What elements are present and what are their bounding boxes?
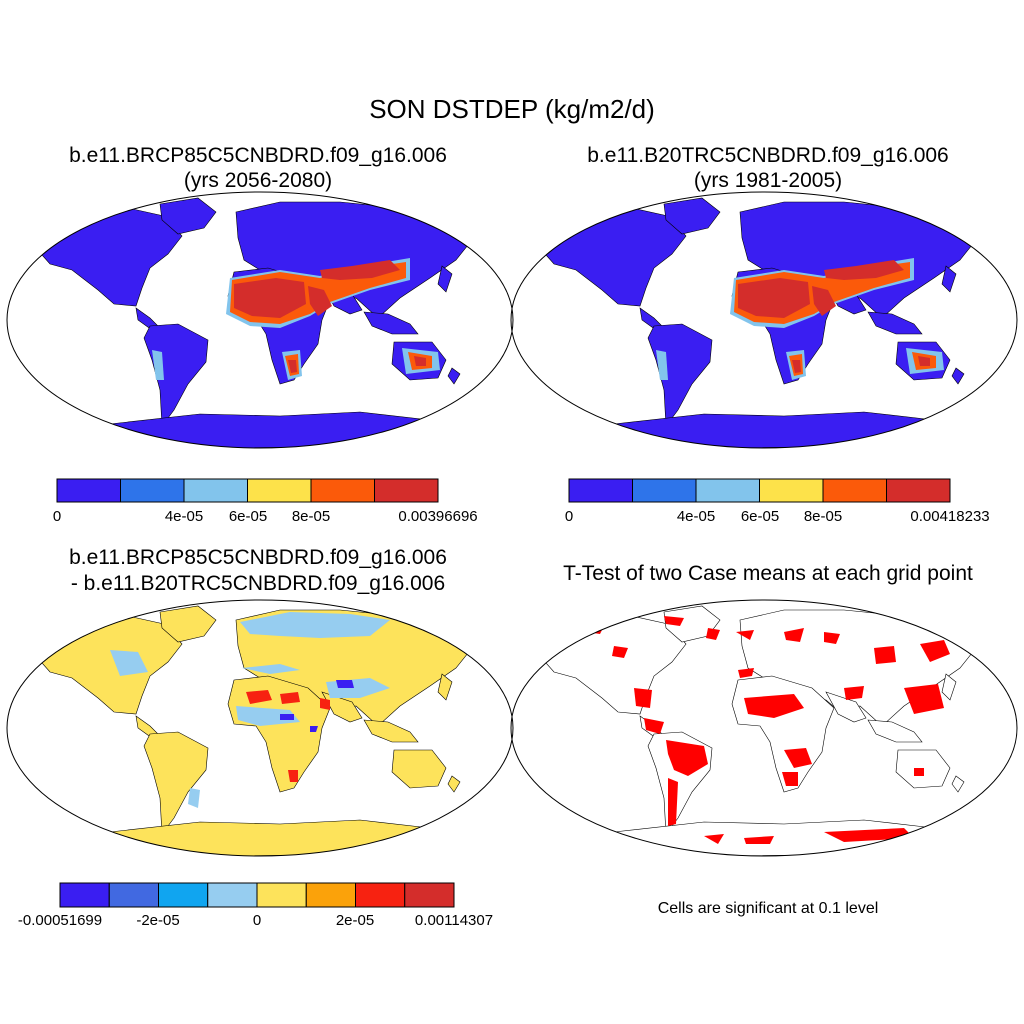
map-case2 <box>537 197 977 448</box>
cb-case2-label: 0 <box>564 508 574 525</box>
colorbar-swatch <box>256 882 307 908</box>
colorbar-swatch <box>310 478 375 503</box>
colorbar-swatch <box>568 478 633 503</box>
map-diff <box>33 605 473 856</box>
cb-case1-label: 8e-05 <box>291 508 331 525</box>
map-case1-border <box>6 191 514 449</box>
cb-case2-label: 6e-05 <box>740 508 780 525</box>
cb-case1-label: 0 <box>52 508 62 525</box>
colorbar-swatch <box>56 478 121 503</box>
colorbar-case2 <box>568 478 951 503</box>
cb-case2-label: 4e-05 <box>676 508 716 525</box>
panel-case2-years: (yrs 1981-2005) <box>693 169 843 192</box>
panel-diff-title: b.e11.BRCP85C5CNBDRD.f09_g16.006 <box>69 546 447 569</box>
colorbar-swatch <box>120 478 185 503</box>
colorbar-case1 <box>56 478 439 503</box>
cb-case1-label: 6e-05 <box>228 508 268 525</box>
colorbar-swatch <box>108 882 159 908</box>
cb-diff-label: 0.00114307 <box>414 912 494 929</box>
panel-case2-title: b.e11.B20TRC5CNBDRD.f09_g16.006 <box>587 144 949 167</box>
cb-case1-label: 0.00396696 <box>398 508 478 525</box>
cb-diff-label: -0.00051699 <box>17 912 103 929</box>
significance-note: Cells are significant at 0.1 level <box>657 900 879 917</box>
panel-case1-years: (yrs 2056-2080) <box>183 169 333 192</box>
map-diff-border <box>6 599 514 857</box>
figure-title: SON DSTDEP (kg/m2/d) <box>369 94 655 124</box>
map-case2-border <box>510 191 1018 449</box>
map-case1 <box>33 197 473 448</box>
panel-case1-title: b.e11.BRCP85C5CNBDRD.f09_g16.006 <box>69 144 447 167</box>
cb-diff-label: 0 <box>252 912 262 929</box>
colorbar-swatch <box>355 882 406 908</box>
map-ttest <box>537 605 977 856</box>
colorbar-swatch <box>632 478 697 503</box>
colorbar-swatch <box>404 882 455 908</box>
colorbar-swatch <box>305 882 356 908</box>
cb-case2-label: 0.00418233 <box>910 508 990 525</box>
colorbar-swatch <box>183 478 248 503</box>
colorbar-swatch <box>247 478 312 503</box>
cb-case2-label: 8e-05 <box>803 508 843 525</box>
cb-diff-label: -2e-05 <box>136 912 180 929</box>
colorbar-swatch <box>207 882 258 908</box>
panel-diff-subtitle: - b.e11.B20TRC5CNBDRD.f09_g16.006 <box>70 572 446 595</box>
colorbar-swatch <box>374 478 439 503</box>
panel-ttest-title: T-Test of two Case means at each grid po… <box>563 562 973 585</box>
colorbar-swatch <box>759 478 824 503</box>
colorbar-swatch <box>886 478 951 503</box>
cb-diff-label: 2e-05 <box>335 912 375 929</box>
colorbar-swatch <box>695 478 760 503</box>
cb-case1-label: 4e-05 <box>164 508 204 525</box>
colorbar-swatch <box>158 882 209 908</box>
colorbar-swatch <box>59 882 110 908</box>
colorbar-diff <box>59 882 455 908</box>
colorbar-swatch <box>822 478 887 503</box>
map-ttest-border <box>510 599 1018 857</box>
